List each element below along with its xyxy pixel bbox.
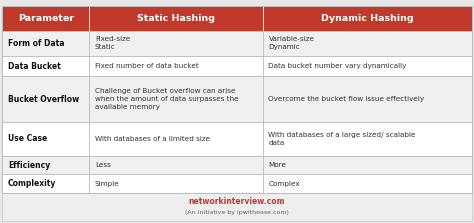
Text: With databases of a large sized/ scalable
data: With databases of a large sized/ scalabl… <box>268 132 416 146</box>
Text: Bucket Overflow: Bucket Overflow <box>8 95 79 104</box>
Bar <box>2 193 472 221</box>
Bar <box>2 31 89 56</box>
Bar <box>263 76 472 122</box>
Bar <box>89 31 263 56</box>
Text: Use Case: Use Case <box>8 134 47 143</box>
Text: networkinterview.com: networkinterview.com <box>189 197 285 206</box>
Text: Static Hashing: Static Hashing <box>137 14 215 23</box>
Bar <box>89 122 263 156</box>
Bar <box>2 156 89 174</box>
Text: Variable-size
Dynamic: Variable-size Dynamic <box>268 36 314 50</box>
Bar <box>2 174 89 193</box>
Text: With databases of a limited size: With databases of a limited size <box>95 136 210 142</box>
Bar <box>89 174 263 193</box>
Bar <box>2 6 89 31</box>
Bar <box>89 156 263 174</box>
Bar <box>263 156 472 174</box>
Bar <box>263 56 472 76</box>
Text: Dynamic Hashing: Dynamic Hashing <box>321 14 413 23</box>
Text: Parameter: Parameter <box>18 14 74 23</box>
Text: ipwithease.com: ipwithease.com <box>106 104 292 128</box>
Bar <box>263 31 472 56</box>
Bar <box>89 6 263 31</box>
Text: Challenge of Bucket overflow can arise
when the amount of data surpasses the
ava: Challenge of Bucket overflow can arise w… <box>95 89 238 110</box>
Text: (An Initiative by ipwithease.com): (An Initiative by ipwithease.com) <box>185 210 289 215</box>
Bar <box>263 6 472 31</box>
Text: Complexity: Complexity <box>8 179 56 188</box>
Text: Simple: Simple <box>95 181 119 187</box>
Bar <box>2 56 89 76</box>
Text: Fixed-size
Static: Fixed-size Static <box>95 36 130 50</box>
Text: Less: Less <box>95 162 111 168</box>
Bar <box>89 56 263 76</box>
Bar <box>89 76 263 122</box>
Bar <box>2 76 89 122</box>
Text: Complex: Complex <box>268 181 300 187</box>
Bar <box>263 174 472 193</box>
Text: Form of Data: Form of Data <box>8 39 64 48</box>
Bar <box>2 6 472 193</box>
Text: Efficiency: Efficiency <box>8 161 50 170</box>
Text: More: More <box>268 162 286 168</box>
Text: Data bucket number vary dynamically: Data bucket number vary dynamically <box>268 63 407 69</box>
Text: Fixed number of data bucket: Fixed number of data bucket <box>95 63 199 69</box>
Bar <box>263 122 472 156</box>
Text: Data Bucket: Data Bucket <box>8 62 61 70</box>
Bar <box>2 122 89 156</box>
Text: Overcome the bucket flow issue effectively: Overcome the bucket flow issue effective… <box>268 96 425 102</box>
